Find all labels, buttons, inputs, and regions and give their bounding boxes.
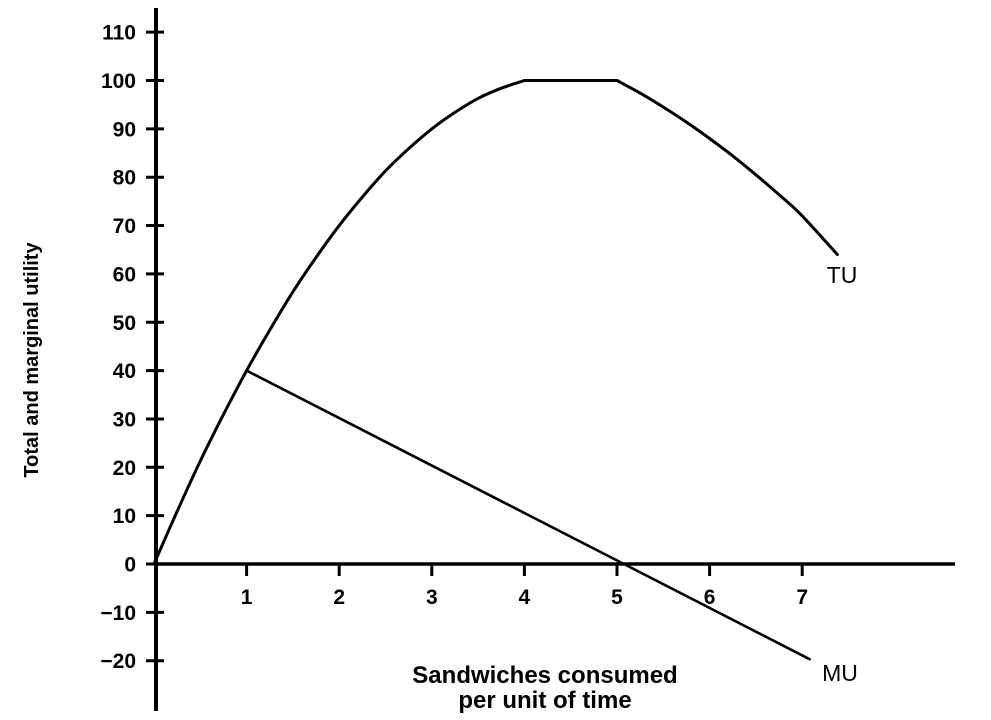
labels-layer: Total and marginal utility Sandwiches co… — [21, 242, 858, 714]
y-tick-label-40: 40 — [113, 360, 136, 383]
y-axis-title: Total and marginal utility — [21, 242, 43, 478]
y-tick-label--20: −20 — [100, 650, 136, 673]
x-tick-label-4: 4 — [519, 586, 531, 609]
y-tick-label-30: 30 — [113, 408, 136, 431]
tu-curve-label: TU — [827, 262, 858, 288]
x-tick-label-2: 2 — [333, 586, 345, 609]
x-tick-label-5: 5 — [611, 586, 623, 609]
y-tick-label-110: 110 — [102, 22, 136, 45]
x-tick-label-3: 3 — [426, 586, 438, 609]
x-tick-label-1: 1 — [241, 586, 253, 609]
y-tick-label-10: 10 — [113, 505, 136, 528]
y-tick-label-100: 100 — [101, 70, 136, 93]
y-tick-label-60: 60 — [113, 263, 136, 286]
y-tick-label--10: −10 — [100, 602, 136, 625]
y-tick-label-70: 70 — [113, 215, 136, 238]
y-tick-label-20: 20 — [113, 457, 136, 480]
x-tick-label-6: 6 — [704, 586, 716, 609]
x-axis-title-line2: per unit of time — [458, 687, 631, 714]
y-tick-label-80: 80 — [113, 167, 136, 190]
y-tick-label-90: 90 — [113, 118, 136, 141]
axes-layer — [154, 8, 955, 711]
mu-line — [245, 369, 811, 661]
series-layer — [152, 79, 839, 661]
tu-curve — [152, 79, 839, 566]
x-tick-label-7: 7 — [796, 586, 808, 609]
y-tick-label-0: 0 — [124, 554, 136, 577]
mu-line-label: MU — [822, 660, 858, 686]
x-axis-title-line1: Sandwiches consumed — [412, 662, 677, 689]
y-tick-label-50: 50 — [113, 312, 136, 335]
